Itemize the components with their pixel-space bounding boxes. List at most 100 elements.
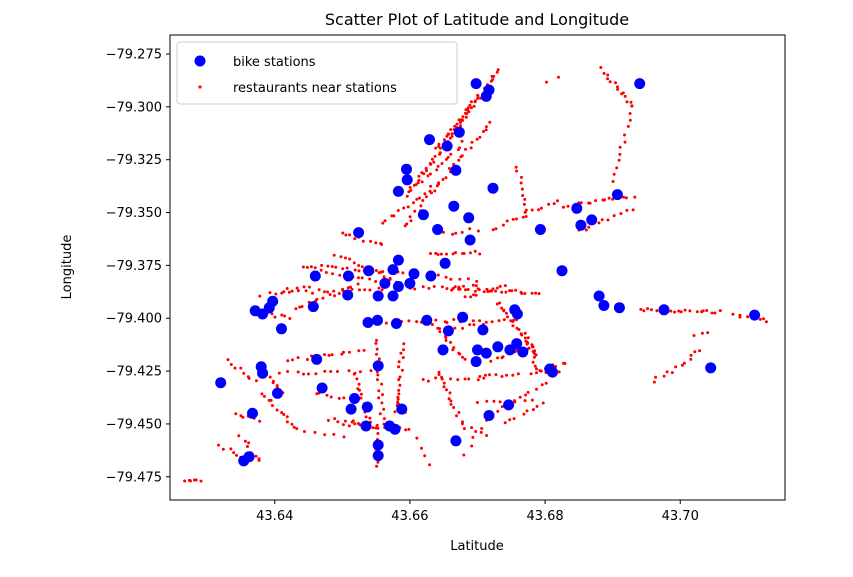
restaurant-point — [428, 172, 432, 176]
restaurant-point — [618, 152, 622, 156]
legend-marker-restaurants — [198, 85, 202, 89]
restaurant-point — [323, 433, 327, 437]
y-tick-label: −79.275 — [106, 48, 162, 63]
bike-station-point — [453, 126, 465, 138]
restaurant-point — [342, 435, 346, 439]
restaurant-point — [639, 307, 643, 311]
restaurant-point — [269, 398, 273, 402]
restaurant-point — [606, 73, 610, 77]
restaurant-point — [448, 391, 452, 395]
bike-station-point — [401, 163, 412, 175]
restaurant-point — [516, 372, 520, 376]
restaurant-point — [466, 106, 470, 110]
restaurant-point — [501, 355, 505, 359]
restaurant-point — [357, 349, 361, 353]
restaurant-point — [437, 370, 441, 374]
restaurant-point — [460, 230, 464, 234]
restaurant-point — [472, 104, 476, 108]
restaurant-point — [408, 185, 412, 189]
bike-station-point — [238, 455, 250, 467]
restaurant-point — [457, 411, 461, 414]
restaurant-point — [302, 430, 306, 433]
restaurant-point — [557, 370, 561, 374]
restaurant-point — [450, 134, 454, 138]
restaurant-point — [491, 287, 495, 291]
restaurant-point — [547, 202, 551, 206]
bike-station-point — [464, 234, 476, 246]
restaurant-point — [292, 425, 296, 429]
restaurant-point — [594, 199, 597, 203]
restaurant-point — [442, 230, 445, 234]
restaurant-point — [423, 192, 427, 196]
restaurant-point — [718, 309, 722, 313]
restaurant-point — [436, 273, 440, 277]
restaurant-point — [332, 432, 336, 436]
restaurant-point — [689, 357, 693, 361]
restaurant-point — [514, 165, 518, 169]
restaurant-point — [615, 166, 619, 170]
restaurant-point — [463, 377, 467, 381]
bike-station-point — [272, 387, 283, 399]
restaurant-point — [237, 434, 241, 438]
restaurant-point — [357, 382, 361, 386]
restaurant-point — [377, 286, 381, 290]
restaurant-point — [489, 359, 493, 363]
bike-station-point — [408, 268, 420, 280]
restaurant-point — [462, 427, 466, 431]
restaurant-point — [673, 310, 677, 314]
restaurant-point — [688, 309, 692, 313]
restaurant-point — [458, 121, 462, 124]
restaurant-point — [320, 263, 324, 267]
restaurant-point — [268, 291, 272, 295]
restaurant-point — [475, 279, 479, 283]
bike-station-point — [363, 265, 375, 277]
y-tick-label: −79.325 — [106, 153, 162, 168]
restaurant-point — [352, 261, 356, 265]
y-tick-label: −79.450 — [106, 417, 162, 432]
bike-station-point — [432, 224, 444, 235]
restaurant-point — [706, 331, 710, 335]
restaurant-point — [472, 293, 476, 297]
restaurant-point — [398, 383, 402, 387]
restaurant-point — [288, 317, 292, 320]
restaurant-point — [606, 77, 610, 81]
restaurant-point — [440, 377, 444, 381]
restaurant-point — [226, 358, 230, 362]
restaurant-point — [302, 372, 305, 376]
restaurant-point — [469, 146, 473, 150]
restaurant-point — [566, 204, 570, 208]
restaurant-point — [341, 267, 345, 271]
restaurant-point — [313, 430, 317, 434]
restaurant-point — [338, 273, 342, 277]
bike-station-point — [360, 420, 372, 432]
restaurant-point — [462, 453, 466, 457]
restaurant-point — [315, 297, 319, 301]
restaurant-point — [420, 446, 423, 450]
x-axis: 43.64 43.66 43.68 43.70 — [256, 500, 699, 524]
restaurant-point — [599, 66, 603, 69]
restaurant-point — [364, 415, 368, 419]
restaurant-point — [439, 252, 443, 256]
restaurant-point — [247, 441, 251, 445]
restaurant-point — [466, 288, 470, 291]
restaurant-point — [271, 381, 275, 385]
restaurant-point — [356, 282, 360, 286]
restaurant-point — [353, 268, 357, 272]
bike-station-point — [556, 265, 568, 277]
bike-station-point — [425, 270, 437, 282]
restaurant-point — [514, 217, 518, 221]
restaurant-point — [405, 194, 409, 198]
restaurant-point — [460, 422, 464, 426]
restaurant-point — [521, 194, 525, 197]
restaurant-point — [378, 412, 382, 416]
restaurant-point — [254, 454, 258, 458]
bike-station-point — [392, 281, 404, 292]
restaurant-point — [616, 87, 620, 91]
restaurant-point — [300, 305, 304, 308]
restaurant-point — [421, 285, 425, 289]
restaurant-point — [183, 479, 187, 483]
restaurant-point — [328, 293, 332, 296]
restaurant-point — [454, 231, 458, 235]
restaurant-point — [482, 130, 485, 133]
restaurant-point — [461, 326, 465, 330]
